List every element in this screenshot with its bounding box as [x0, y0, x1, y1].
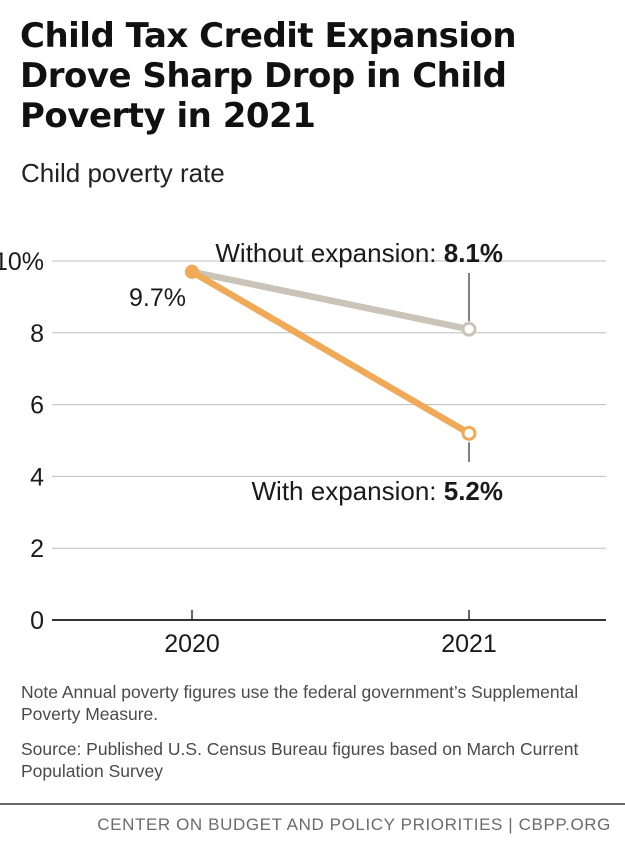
chart-subtitle: Child poverty rate: [21, 158, 225, 188]
y-tick-label: 10%: [0, 248, 44, 276]
chart-source: Source: Published U.S. Census Bureau fig…: [21, 739, 579, 781]
with-expansion-line: [188, 268, 473, 437]
with-expansion-point: [185, 264, 199, 279]
series-lines: [185, 264, 477, 441]
y-tick-label: 0: [30, 607, 44, 635]
footer-divider: [0, 803, 625, 805]
y-axis-ticks: 0 2 4 6 8 10%: [0, 248, 44, 635]
with-expansion-label-text: With expansion:: [252, 476, 444, 506]
chart-note: Note Annual poverty figures use the fede…: [21, 682, 579, 724]
without-expansion-label-text: Without expansion:: [215, 238, 443, 268]
without-expansion-line: [188, 268, 473, 333]
y-tick-label: 8: [30, 320, 44, 348]
without-expansion-label: Without expansion: 8.1%: [215, 238, 503, 268]
without-expansion-point: [461, 321, 477, 337]
y-tick-label: 2: [30, 535, 44, 563]
x-axis: 2020 2021: [52, 610, 606, 658]
chart-title: Child Tax Credit Expansion Drove Sharp D…: [20, 16, 517, 136]
without-expansion-label-value: 8.1%: [444, 238, 503, 268]
start-value-label: 9.7%: [129, 284, 186, 312]
x-tick-label: 2021: [441, 630, 497, 658]
with-expansion-label-value: 5.2%: [444, 476, 503, 506]
y-tick-label: 6: [30, 392, 44, 420]
line-chart: 0 2 4 6 8 10% 2020 2021 Without expansion: 8.1…: [0, 238, 606, 658]
x-tick-label: 2020: [164, 630, 220, 658]
footer-credit: CENTER ON BUDGET AND POLICY PRIORITIES |…: [97, 815, 611, 834]
with-expansion-point: [461, 425, 477, 441]
gridlines: [52, 260, 606, 549]
with-expansion-label: With expansion: 5.2%: [252, 476, 503, 506]
annotations: Without expansion: 8.1% With expansion: 5…: [129, 238, 503, 506]
y-tick-label: 4: [30, 463, 44, 491]
